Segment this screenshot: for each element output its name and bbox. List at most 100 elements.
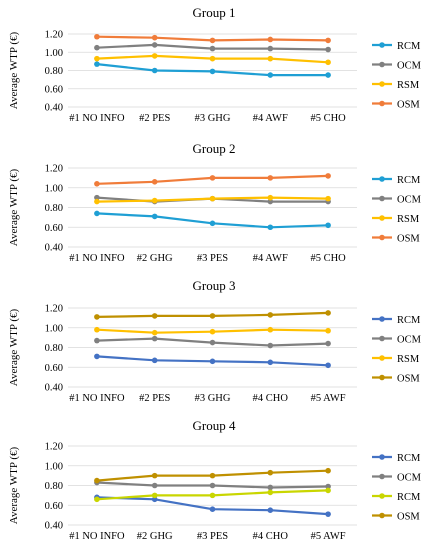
- data-point: [325, 222, 331, 229]
- legend-label: RCM: [397, 175, 421, 186]
- legend-marker: [379, 355, 385, 361]
- data-point: [325, 173, 331, 179]
- data-point: [94, 198, 100, 205]
- x-tick-label: #4 AWF: [253, 113, 288, 124]
- data-point: [325, 487, 331, 494]
- y-tick-label: 0.60: [45, 223, 63, 234]
- y-tick-label: 0.60: [45, 363, 63, 374]
- legend-marker: [379, 195, 385, 202]
- legend-label: OCM: [397, 334, 422, 345]
- chart-title: Group 1: [193, 5, 236, 20]
- data-point: [267, 507, 274, 513]
- data-point: [267, 72, 274, 78]
- data-point: [151, 197, 158, 204]
- x-tick-label: #5 AWF: [311, 531, 346, 542]
- y-tick-label: 0.60: [45, 84, 63, 95]
- data-point: [209, 68, 216, 75]
- legend-marker: [379, 215, 385, 221]
- chart-title: Group 4: [193, 418, 236, 433]
- data-point: [209, 472, 216, 479]
- legend-label: OSM: [397, 511, 420, 522]
- data-point: [94, 55, 100, 62]
- data-point: [94, 194, 100, 201]
- data-point: [267, 175, 274, 181]
- data-point: [94, 477, 100, 484]
- legend-marker: [379, 316, 385, 322]
- data-point: [94, 61, 100, 67]
- x-tick-label: #4 CHO: [253, 393, 289, 404]
- data-point: [267, 224, 274, 231]
- chart-group-3: Group 3 Average WTP (€) 0.40 0.60 0.80 1.00 1.…: [8, 278, 422, 404]
- data-point: [151, 42, 158, 48]
- legend-label: OSM: [397, 99, 420, 110]
- legend-label: OSM: [397, 373, 420, 384]
- legend-label: RCM: [397, 453, 421, 464]
- data-point: [325, 59, 331, 66]
- data-point: [209, 358, 216, 365]
- legend-marker: [379, 100, 385, 107]
- y-tick-label: 0.80: [45, 343, 63, 354]
- data-point: [151, 313, 158, 319]
- data-point: [151, 482, 158, 489]
- legend-marker: [379, 454, 385, 460]
- data-point: [267, 45, 274, 52]
- data-point: [267, 312, 274, 318]
- chart-title: Group 3: [193, 278, 236, 293]
- legend-marker: [379, 81, 385, 87]
- y-tick-label: 0.60: [45, 501, 63, 512]
- data-point: [209, 339, 216, 346]
- y-axis-label: Average WTP (€): [8, 31, 20, 109]
- legend-marker: [379, 473, 385, 480]
- chart-group-4: Group 4 Average WTP (€) 0.40 0.60 0.80 1.00 1.…: [8, 418, 422, 542]
- data-point: [209, 37, 216, 44]
- y-tick-label: 1.00: [45, 461, 63, 472]
- legend-label: OCM: [397, 60, 422, 71]
- x-tick-label: #5 CHO: [310, 253, 346, 264]
- y-tick-label: 0.80: [45, 66, 63, 77]
- legend-label: RCM: [397, 315, 421, 326]
- data-point: [325, 327, 331, 334]
- y-tick-label: 1.20: [45, 442, 63, 453]
- x-tick-label: #4 AWF: [253, 253, 288, 264]
- data-point: [325, 37, 331, 44]
- data-point: [267, 194, 274, 201]
- data-point: [325, 511, 331, 517]
- data-point: [209, 506, 216, 512]
- data-point: [267, 36, 274, 43]
- x-tick-label: #5 AWF: [311, 393, 346, 404]
- data-point: [267, 198, 274, 205]
- legend-marker: [379, 61, 385, 68]
- legend-label: RCM: [397, 492, 421, 503]
- data-point: [151, 472, 158, 479]
- y-axis-label: Average WTP (€): [8, 308, 20, 386]
- data-point: [151, 329, 158, 336]
- data-point: [267, 484, 274, 491]
- data-point: [325, 362, 331, 369]
- data-point: [94, 496, 100, 503]
- y-tick-label: 1.20: [45, 30, 63, 41]
- x-tick-label: #2 PES: [139, 393, 170, 404]
- legend-marker: [379, 335, 385, 342]
- data-point: [94, 181, 100, 187]
- legend-marker: [379, 493, 385, 499]
- legend-label: RSM: [397, 80, 420, 91]
- y-tick-label: 0.80: [45, 481, 63, 492]
- x-tick-label: #2 PES: [139, 113, 170, 124]
- x-tick-label: #3 PES: [197, 253, 228, 264]
- y-tick-label: 1.00: [45, 48, 63, 59]
- data-point: [267, 359, 274, 366]
- data-point: [151, 357, 158, 364]
- y-tick-label: 0.40: [45, 243, 63, 254]
- legend-marker: [379, 42, 385, 48]
- data-point: [94, 314, 100, 320]
- data-point: [325, 195, 331, 202]
- data-point: [209, 175, 216, 181]
- legend-label: OCM: [397, 472, 422, 483]
- y-tick-label: 1.20: [45, 164, 63, 175]
- legend-label: RSM: [397, 214, 420, 225]
- data-point: [94, 326, 100, 333]
- data-point: [325, 340, 331, 347]
- data-point: [151, 53, 158, 59]
- legend-marker: [379, 176, 385, 182]
